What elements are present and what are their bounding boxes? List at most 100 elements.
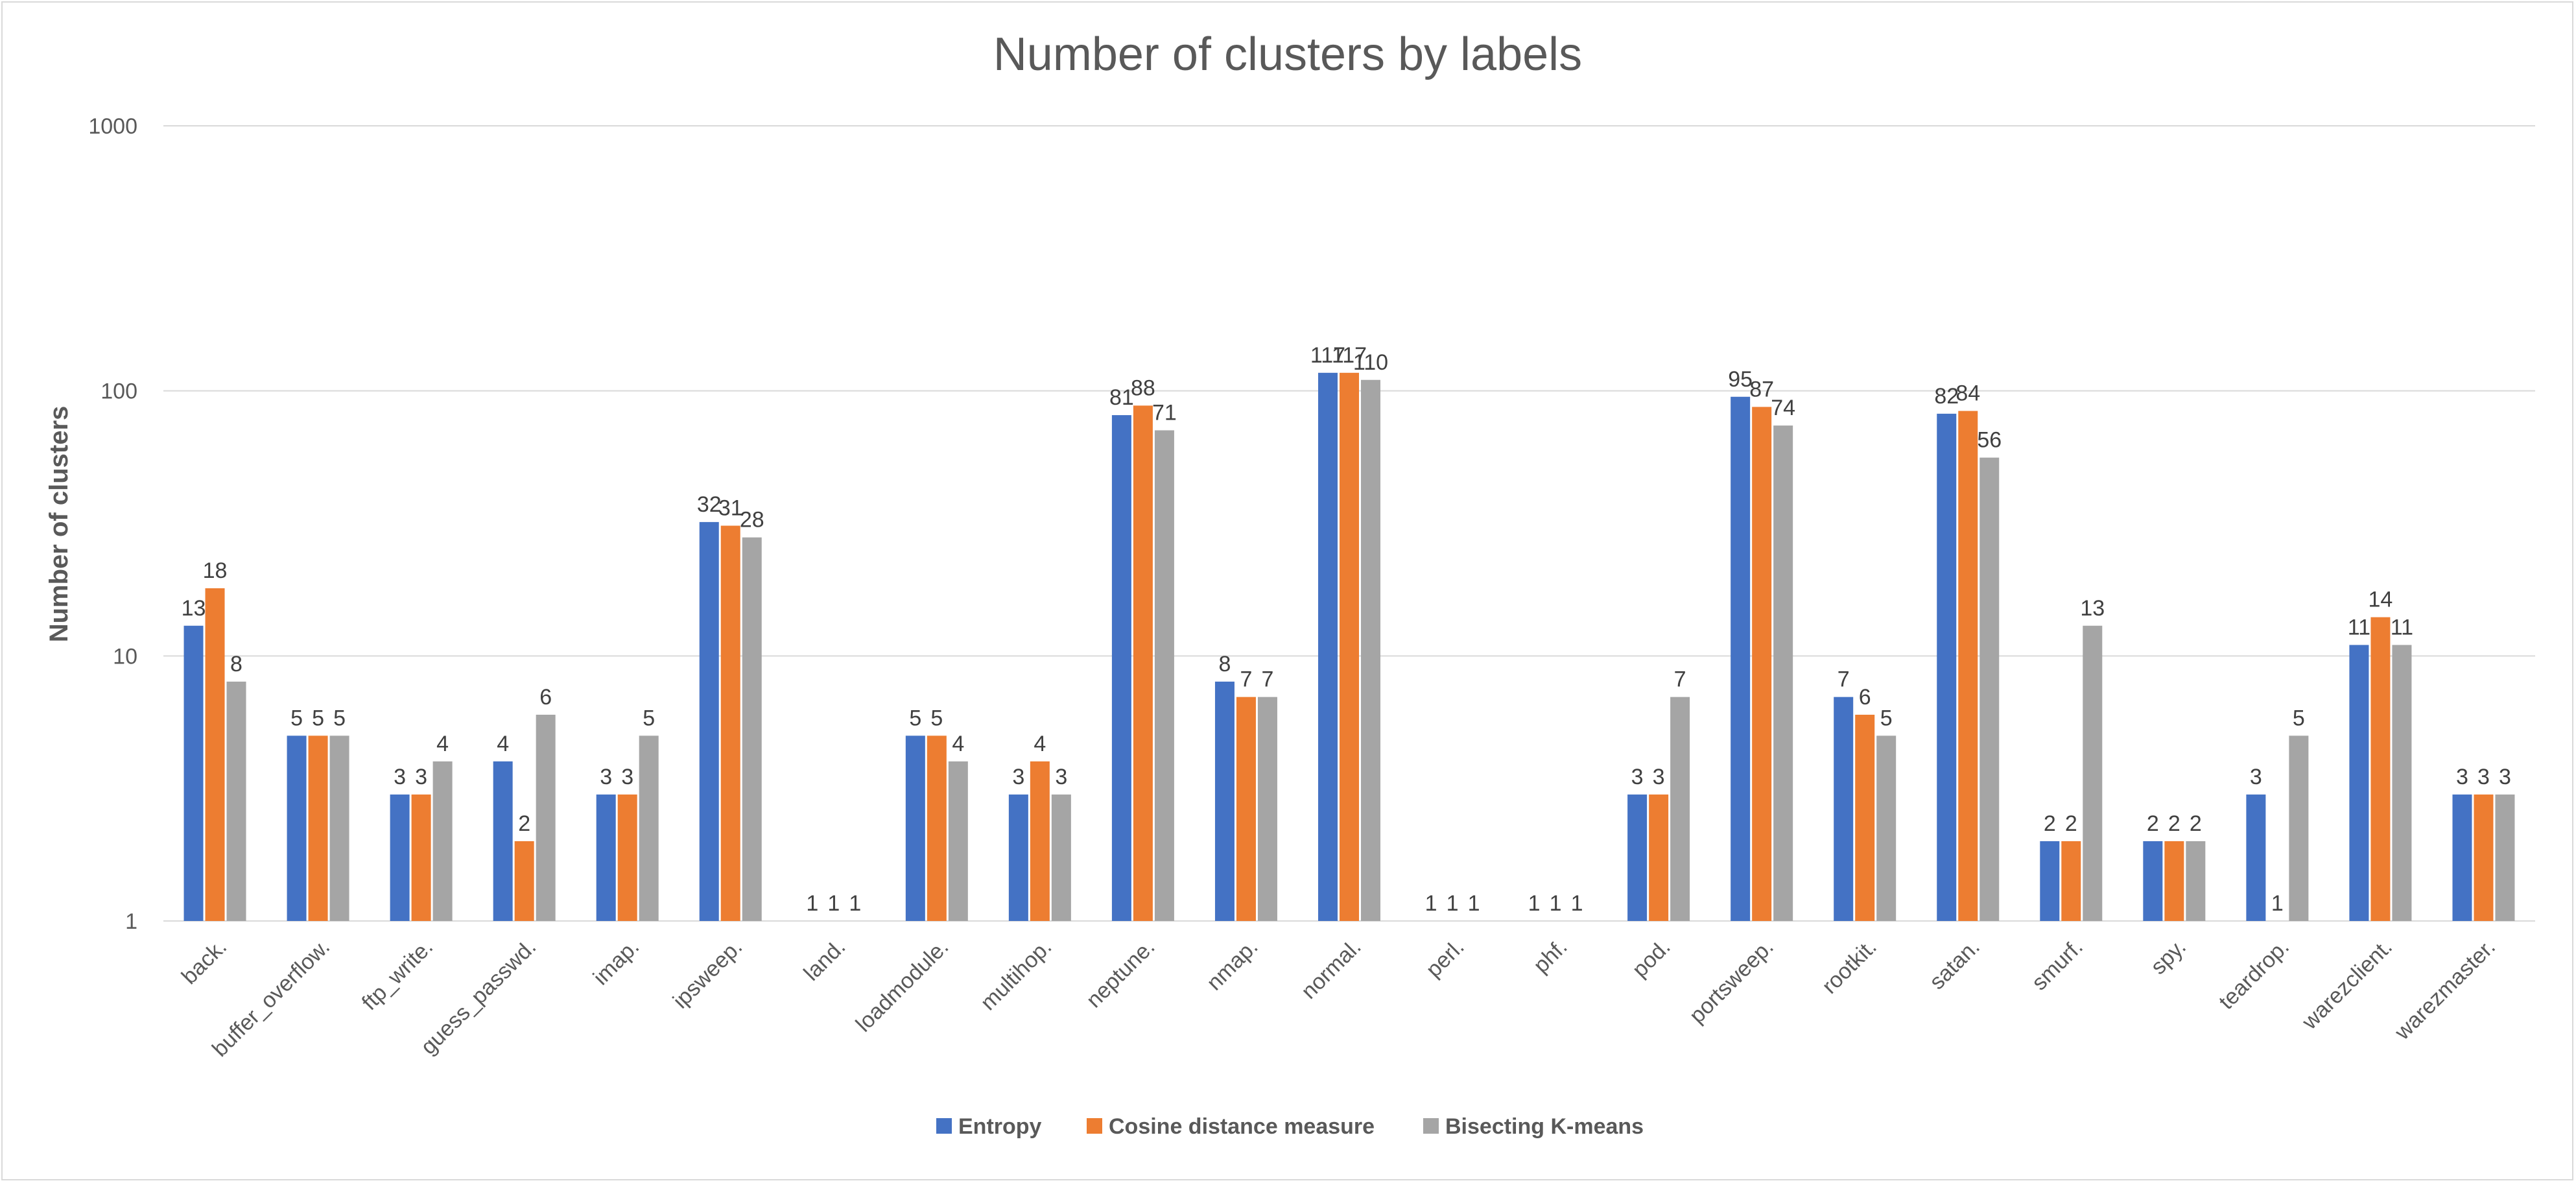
- bar-back-1: [205, 588, 225, 921]
- bar-nmap-1: [1236, 697, 1256, 921]
- data-label-back-1: 18: [203, 558, 228, 583]
- data-label-warezclient-2: 11: [2391, 615, 2413, 639]
- data-label-loadmodule-2: 4: [952, 732, 964, 756]
- bar-buffer_overflow-0: [287, 735, 307, 921]
- bar-portsweep-2: [1773, 425, 1793, 921]
- data-label-ftp_write-2: 4: [436, 732, 449, 756]
- data-label-buffer_overflow-2: 5: [333, 706, 346, 730]
- bar-warezmaster-1: [2474, 795, 2494, 921]
- data-label-neptune-0: 81: [1109, 385, 1134, 410]
- data-label-warezmaster-1: 3: [2477, 765, 2490, 789]
- bar-pod-0: [1627, 795, 1648, 921]
- bar-loadmodule-1: [927, 735, 947, 921]
- data-label-spy-2: 2: [2190, 811, 2202, 836]
- data-label-nmap-1: 7: [1240, 667, 1252, 692]
- bar-ftp_write-0: [390, 795, 410, 921]
- x-tick-labels: back.buffer_overflow. ftp_write.guess_pas…: [177, 935, 2500, 1062]
- data-label-pod-0: 3: [1631, 765, 1644, 789]
- legend-swatch-0: [936, 1118, 952, 1134]
- data-label-nmap-2: 7: [1261, 667, 1273, 692]
- data-label-satan-0: 82: [1934, 384, 1959, 409]
- data-label-guess_passwd-2: 6: [539, 685, 552, 710]
- y-axis-label: Number of clusters: [45, 406, 73, 643]
- y-tick-labels: 1 10 100 1000: [88, 114, 137, 934]
- legend-label-1: Cosine distance measure: [1109, 1114, 1375, 1139]
- bar-imap-2: [639, 735, 659, 921]
- bar-neptune-0: [1111, 415, 1131, 921]
- data-label-warezmaster-0: 3: [2456, 765, 2468, 789]
- legend-swatch-1: [1087, 1118, 1102, 1134]
- data-label-phf-0: 1: [1528, 891, 1541, 916]
- y-tick-100: 100: [100, 379, 137, 404]
- bar-warezclient-0: [2349, 645, 2369, 921]
- data-label-normal-0: 117: [1310, 343, 1345, 368]
- data-label-portsweep-2: 74: [1771, 396, 1795, 420]
- bar-ipsweep-2: [742, 537, 762, 921]
- legend-label-2: Bisecting K-means: [1445, 1114, 1644, 1139]
- data-label-spy-1: 2: [2168, 811, 2180, 836]
- bar-buffer_overflow-2: [329, 735, 349, 921]
- legend-label-0: Entropy: [958, 1114, 1042, 1139]
- data-label-smurf-2: 13: [2080, 596, 2105, 621]
- bar-teardrop-2: [2289, 735, 2309, 921]
- bar-buffer_overflow-1: [308, 735, 328, 921]
- bar-rootkit-2: [1876, 735, 1897, 921]
- x-tick-multihop: multihop.: [976, 935, 1056, 1015]
- bar-smurf-2: [2083, 625, 2103, 921]
- data-label-warezclient-0: 11: [2348, 615, 2370, 639]
- x-tick-loadmodule: loadmodule.: [851, 935, 954, 1037]
- data-label-buffer_overflow-0: 5: [290, 706, 303, 730]
- bar-warezmaster-2: [2495, 795, 2515, 921]
- data-label-imap-0: 3: [600, 765, 612, 789]
- bar-multihop-1: [1030, 761, 1050, 921]
- x-tick-rootkit: rootkit.: [1817, 935, 1882, 999]
- data-label-ftp_write-1: 3: [415, 765, 427, 789]
- data-label-portsweep-0: 95: [1728, 367, 1753, 392]
- bar-smurf-0: [2040, 841, 2060, 921]
- data-label-neptune-1: 88: [1131, 376, 1155, 400]
- bar-rootkit-1: [1855, 714, 1875, 921]
- data-label-imap-2: 5: [643, 706, 655, 730]
- x-tick-warezmaster: warezmaster.: [2390, 935, 2501, 1046]
- data-label-rootkit-2: 5: [1880, 706, 1893, 730]
- bar-spy-1: [2164, 841, 2184, 921]
- data-label-ftp_write-0: 3: [394, 765, 406, 789]
- data-label-pod-1: 3: [1653, 765, 1665, 789]
- data-label-smurf-1: 2: [2065, 811, 2077, 836]
- bar-imap-1: [617, 795, 637, 921]
- data-label-teardrop-0: 3: [2250, 765, 2262, 789]
- bar-guess_passwd-1: [514, 841, 534, 921]
- data-label-warezclient-1: 14: [2369, 588, 2393, 612]
- data-label-perl-1: 1: [1447, 891, 1459, 916]
- bar-nmap-2: [1257, 697, 1277, 921]
- bar-warezclient-2: [2392, 645, 2412, 921]
- bar-guess_passwd-0: [493, 761, 513, 921]
- x-tick-nmap: nmap.: [1202, 935, 1263, 996]
- bar-loadmodule-2: [948, 761, 968, 921]
- bar-rootkit-0: [1834, 697, 1854, 921]
- bar-multihop-0: [1008, 795, 1028, 921]
- bar-satan-0: [1937, 413, 1957, 921]
- bar-multihop-2: [1051, 795, 1071, 921]
- bar-pod-2: [1670, 697, 1690, 921]
- x-tick-spy: spy.: [2146, 935, 2191, 979]
- bar-warezmaster-0: [2452, 795, 2472, 921]
- x-tick-satan: satan.: [1925, 935, 1985, 994]
- bars: [183, 372, 2515, 921]
- x-tick-teardrop: teardrop.: [2214, 935, 2294, 1014]
- data-label-ipsweep-2: 28: [740, 508, 764, 532]
- data-label-nmap-0: 8: [1218, 652, 1231, 676]
- bar-nmap-0: [1214, 681, 1235, 921]
- data-label-land-1: 1: [827, 891, 840, 916]
- data-label-spy-0: 2: [2147, 811, 2159, 836]
- bar-ipsweep-0: [699, 521, 719, 921]
- data-label-ipsweep-0: 32: [697, 492, 722, 517]
- x-tick-perl: perl.: [1421, 935, 1469, 983]
- x-tick-ftp_write: ftp_write.: [357, 935, 438, 1015]
- data-label-rootkit-1: 6: [1859, 685, 1871, 710]
- chart-title: Number of clusters by labels: [993, 29, 1582, 80]
- legend: Entropy Cosine distance measure Bisecting …: [936, 1114, 1644, 1139]
- bar-back-0: [183, 625, 204, 921]
- bar-portsweep-1: [1752, 407, 1772, 921]
